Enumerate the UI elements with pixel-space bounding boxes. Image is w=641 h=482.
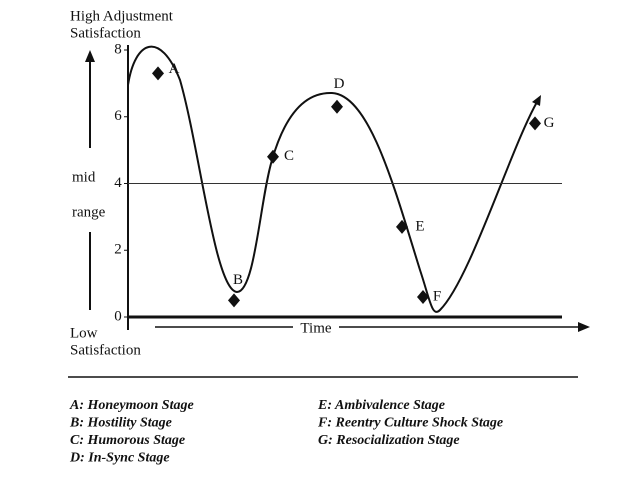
legend-item: G: Resocialization Stage: [318, 433, 460, 448]
y-label-mid: mid: [72, 169, 96, 185]
point-label: A: [169, 61, 180, 77]
y-tick-label: 4: [114, 175, 122, 191]
point-label: D: [334, 76, 345, 92]
time-bg: [293, 320, 339, 336]
point-label: G: [544, 115, 555, 131]
y-tick-label: 2: [114, 242, 122, 258]
legend-item: A: Honeymoon Stage: [69, 398, 194, 413]
legend-item: E: Ambivalence Stage: [317, 398, 445, 413]
arrow-head: [532, 95, 541, 106]
y-tick-label: 6: [114, 108, 122, 124]
diamond-point: [331, 99, 343, 114]
legend-item: F: Reentry Culture Shock Stage: [317, 416, 503, 431]
point-label: B: [233, 272, 243, 288]
diamond-point: [529, 116, 541, 131]
legend-item: D: In-Sync Stage: [69, 451, 170, 466]
y-label-top: High Adjustment: [70, 8, 174, 24]
diamond-point: [417, 289, 429, 304]
y-label-bottom: Low: [70, 325, 98, 341]
legend-item: B: Hostility Stage: [69, 416, 172, 431]
y-tick-label: 0: [114, 308, 122, 324]
arrow-head: [85, 50, 95, 62]
w-curve: [127, 45, 538, 313]
point-label: F: [433, 288, 441, 304]
y-tick-label: 8: [114, 41, 122, 57]
point-label: C: [284, 148, 294, 164]
y-label-bottom: Satisfaction: [70, 342, 141, 358]
legend-item: C: Humorous Stage: [70, 433, 185, 448]
y-label-top: Satisfaction: [70, 25, 141, 41]
point-label: E: [415, 218, 424, 234]
diamond-point: [396, 219, 408, 234]
arrow-head: [578, 322, 590, 332]
diamond-point: [228, 293, 240, 308]
legend: A: Honeymoon Stage B: Hostility Stage C: H…: [69, 398, 503, 466]
diamond-point: [267, 149, 279, 164]
y-label-mid: range: [72, 204, 106, 220]
x-label: Time: [300, 320, 331, 336]
diamond-point: [152, 66, 164, 81]
